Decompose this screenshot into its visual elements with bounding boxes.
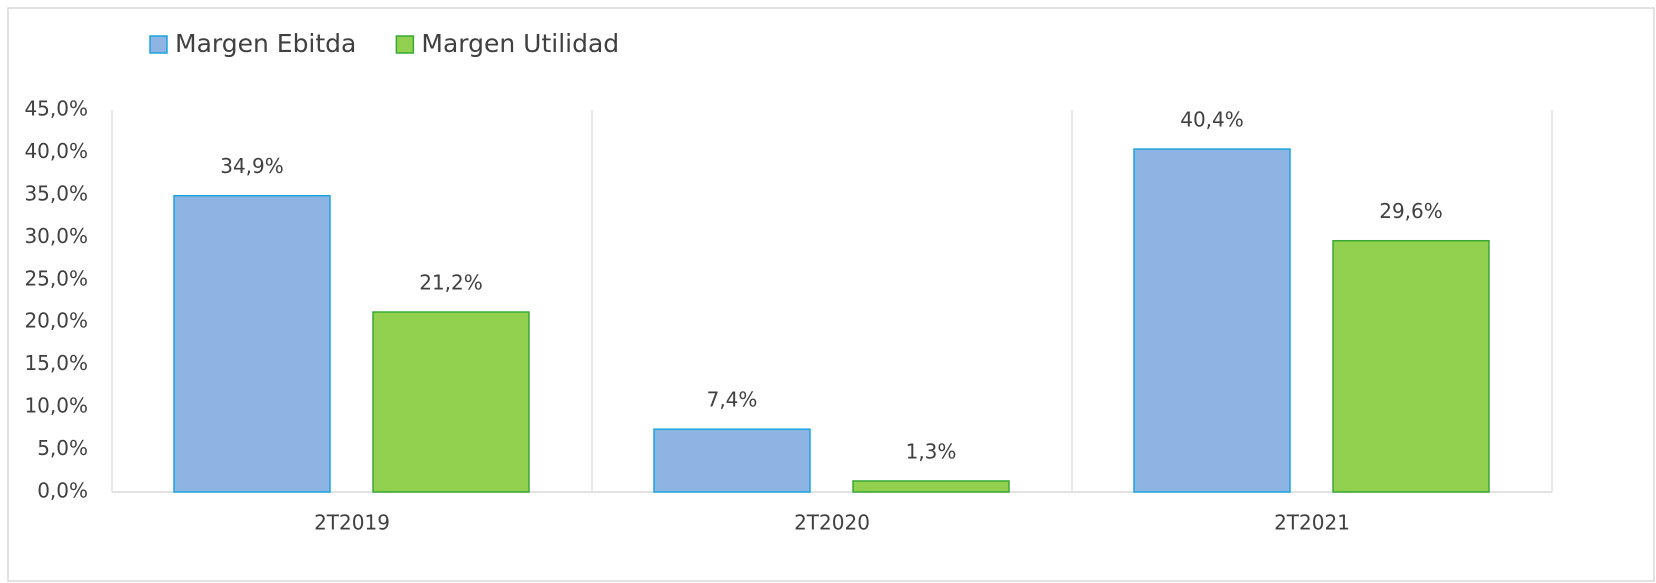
data-label: 21,2% <box>419 271 483 295</box>
bar <box>653 428 811 493</box>
x-tick-label: 2T2020 <box>794 511 870 535</box>
x-tick-label: 2T2021 <box>1274 511 1350 535</box>
data-label: 29,6% <box>1379 199 1443 223</box>
legend-text: Margen Utilidad <box>421 29 619 58</box>
y-tick-label: 45,0% <box>24 97 88 121</box>
y-tick-label: 35,0% <box>24 181 88 205</box>
data-label: 7,4% <box>707 388 758 412</box>
y-tick-label: 5,0% <box>37 436 88 460</box>
y-tick-label: 15,0% <box>24 351 88 375</box>
y-tick-label: 30,0% <box>24 224 88 248</box>
bar <box>1133 148 1291 493</box>
bar <box>852 480 1010 493</box>
y-tick-label: 25,0% <box>24 266 88 290</box>
legend-text: Margen Ebitda <box>175 29 356 58</box>
bar <box>372 311 530 493</box>
data-label: 34,9% <box>220 154 284 178</box>
legend-swatch <box>149 35 168 54</box>
y-tick-label: 10,0% <box>24 394 88 418</box>
legend-swatch <box>395 35 415 54</box>
data-label: 40,4% <box>1180 108 1244 132</box>
y-tick-label: 0,0% <box>37 479 88 503</box>
bar <box>1332 239 1490 493</box>
data-label: 1,3% <box>906 439 957 463</box>
y-tick-label: 20,0% <box>24 309 88 333</box>
bar <box>173 194 331 493</box>
y-tick-label: 40,0% <box>24 139 88 163</box>
x-tick-label: 2T2019 <box>314 511 390 535</box>
